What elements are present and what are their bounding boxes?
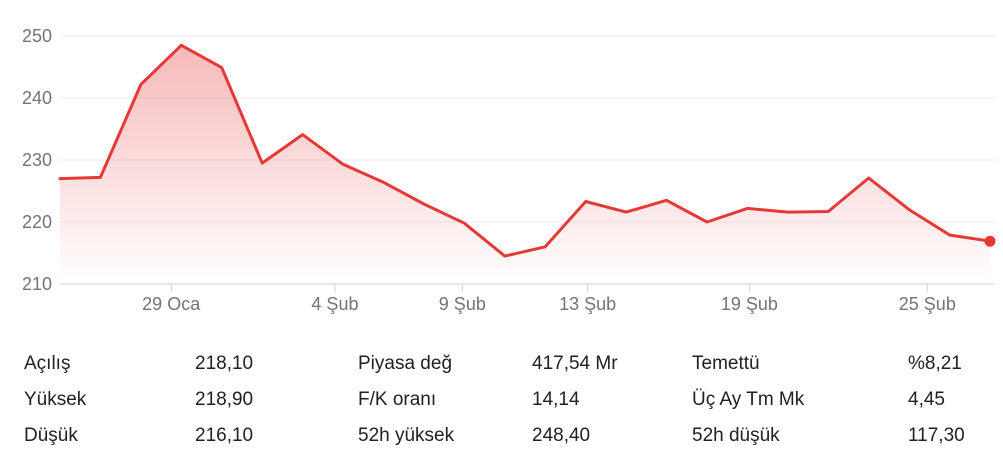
price-points bbox=[984, 235, 996, 247]
y-tick-label: 210 bbox=[22, 274, 52, 294]
stat-label-pe-ratio: F/K oranı bbox=[358, 389, 437, 410]
stat-label-high: Yüksek bbox=[24, 389, 87, 410]
stat-value-high: 218,90 bbox=[195, 389, 254, 410]
stat-row: Açılış 218,10 Piyasa değ 417,54 Mr Temet… bbox=[0, 346, 1003, 382]
stat-label-52w-low: 52h düşük bbox=[692, 425, 780, 446]
y-tick-label: 230 bbox=[22, 150, 52, 170]
stat-value-market-cap: 417,54 Mr bbox=[532, 353, 618, 374]
stat-label-52w-high: 52h yüksek bbox=[358, 425, 455, 446]
stat-row: Düşük 216,10 52h yüksek 248,40 52h düşük… bbox=[0, 418, 1003, 454]
price-line bbox=[58, 43, 992, 258]
stat-value-open: 218,10 bbox=[195, 353, 254, 374]
x-tick-label: 19 Şub bbox=[721, 294, 778, 314]
x-tick-label: 9 Şub bbox=[439, 294, 486, 314]
stat-value-low: 216,10 bbox=[195, 425, 254, 446]
x-tick-label: 13 Şub bbox=[559, 294, 616, 314]
last-price-marker bbox=[984, 235, 996, 247]
stat-label-market-cap: Piyasa değ bbox=[358, 353, 453, 374]
stat-label-open: Açılış bbox=[24, 353, 71, 374]
x-tick-label: 29 Oca bbox=[142, 294, 201, 314]
y-tick-label: 240 bbox=[22, 88, 52, 108]
stat-value-52w-high: 248,40 bbox=[532, 425, 591, 446]
x-axis: 29 Oca 4 Şub 9 Şub 13 Şub 19 Şub 25 Şub bbox=[142, 284, 956, 314]
x-tick-label: 25 Şub bbox=[899, 294, 956, 314]
price-area bbox=[60, 45, 990, 284]
stat-label-dividend: Temettü bbox=[692, 353, 760, 374]
stat-value-52w-low: 117,30 bbox=[908, 425, 965, 446]
stat-value-dividend: %8,21 bbox=[908, 353, 962, 374]
stats-table: Açılış 218,10 Piyasa değ 417,54 Mr Temet… bbox=[0, 340, 1003, 457]
stat-label-low: Düşük bbox=[24, 425, 78, 446]
y-tick-label: 250 bbox=[22, 26, 52, 46]
y-tick-label: 220 bbox=[22, 212, 52, 232]
stat-row: Yüksek 218,90 F/K oranı 14,14 Üç Ay Tm M… bbox=[0, 382, 1003, 418]
stat-label-quarterly: Üç Ay Tm Mk bbox=[692, 389, 805, 410]
stat-value-pe-ratio: 14,14 bbox=[532, 389, 580, 410]
price-chart: 250 240 230 220 210 29 Oca 4 Şub 9 Şub 13 Şub 19… bbox=[22, 26, 996, 314]
y-axis: 250 240 230 220 210 bbox=[22, 26, 52, 294]
stat-value-quarterly: 4,45 bbox=[908, 389, 945, 410]
x-tick-label: 4 Şub bbox=[311, 294, 358, 314]
